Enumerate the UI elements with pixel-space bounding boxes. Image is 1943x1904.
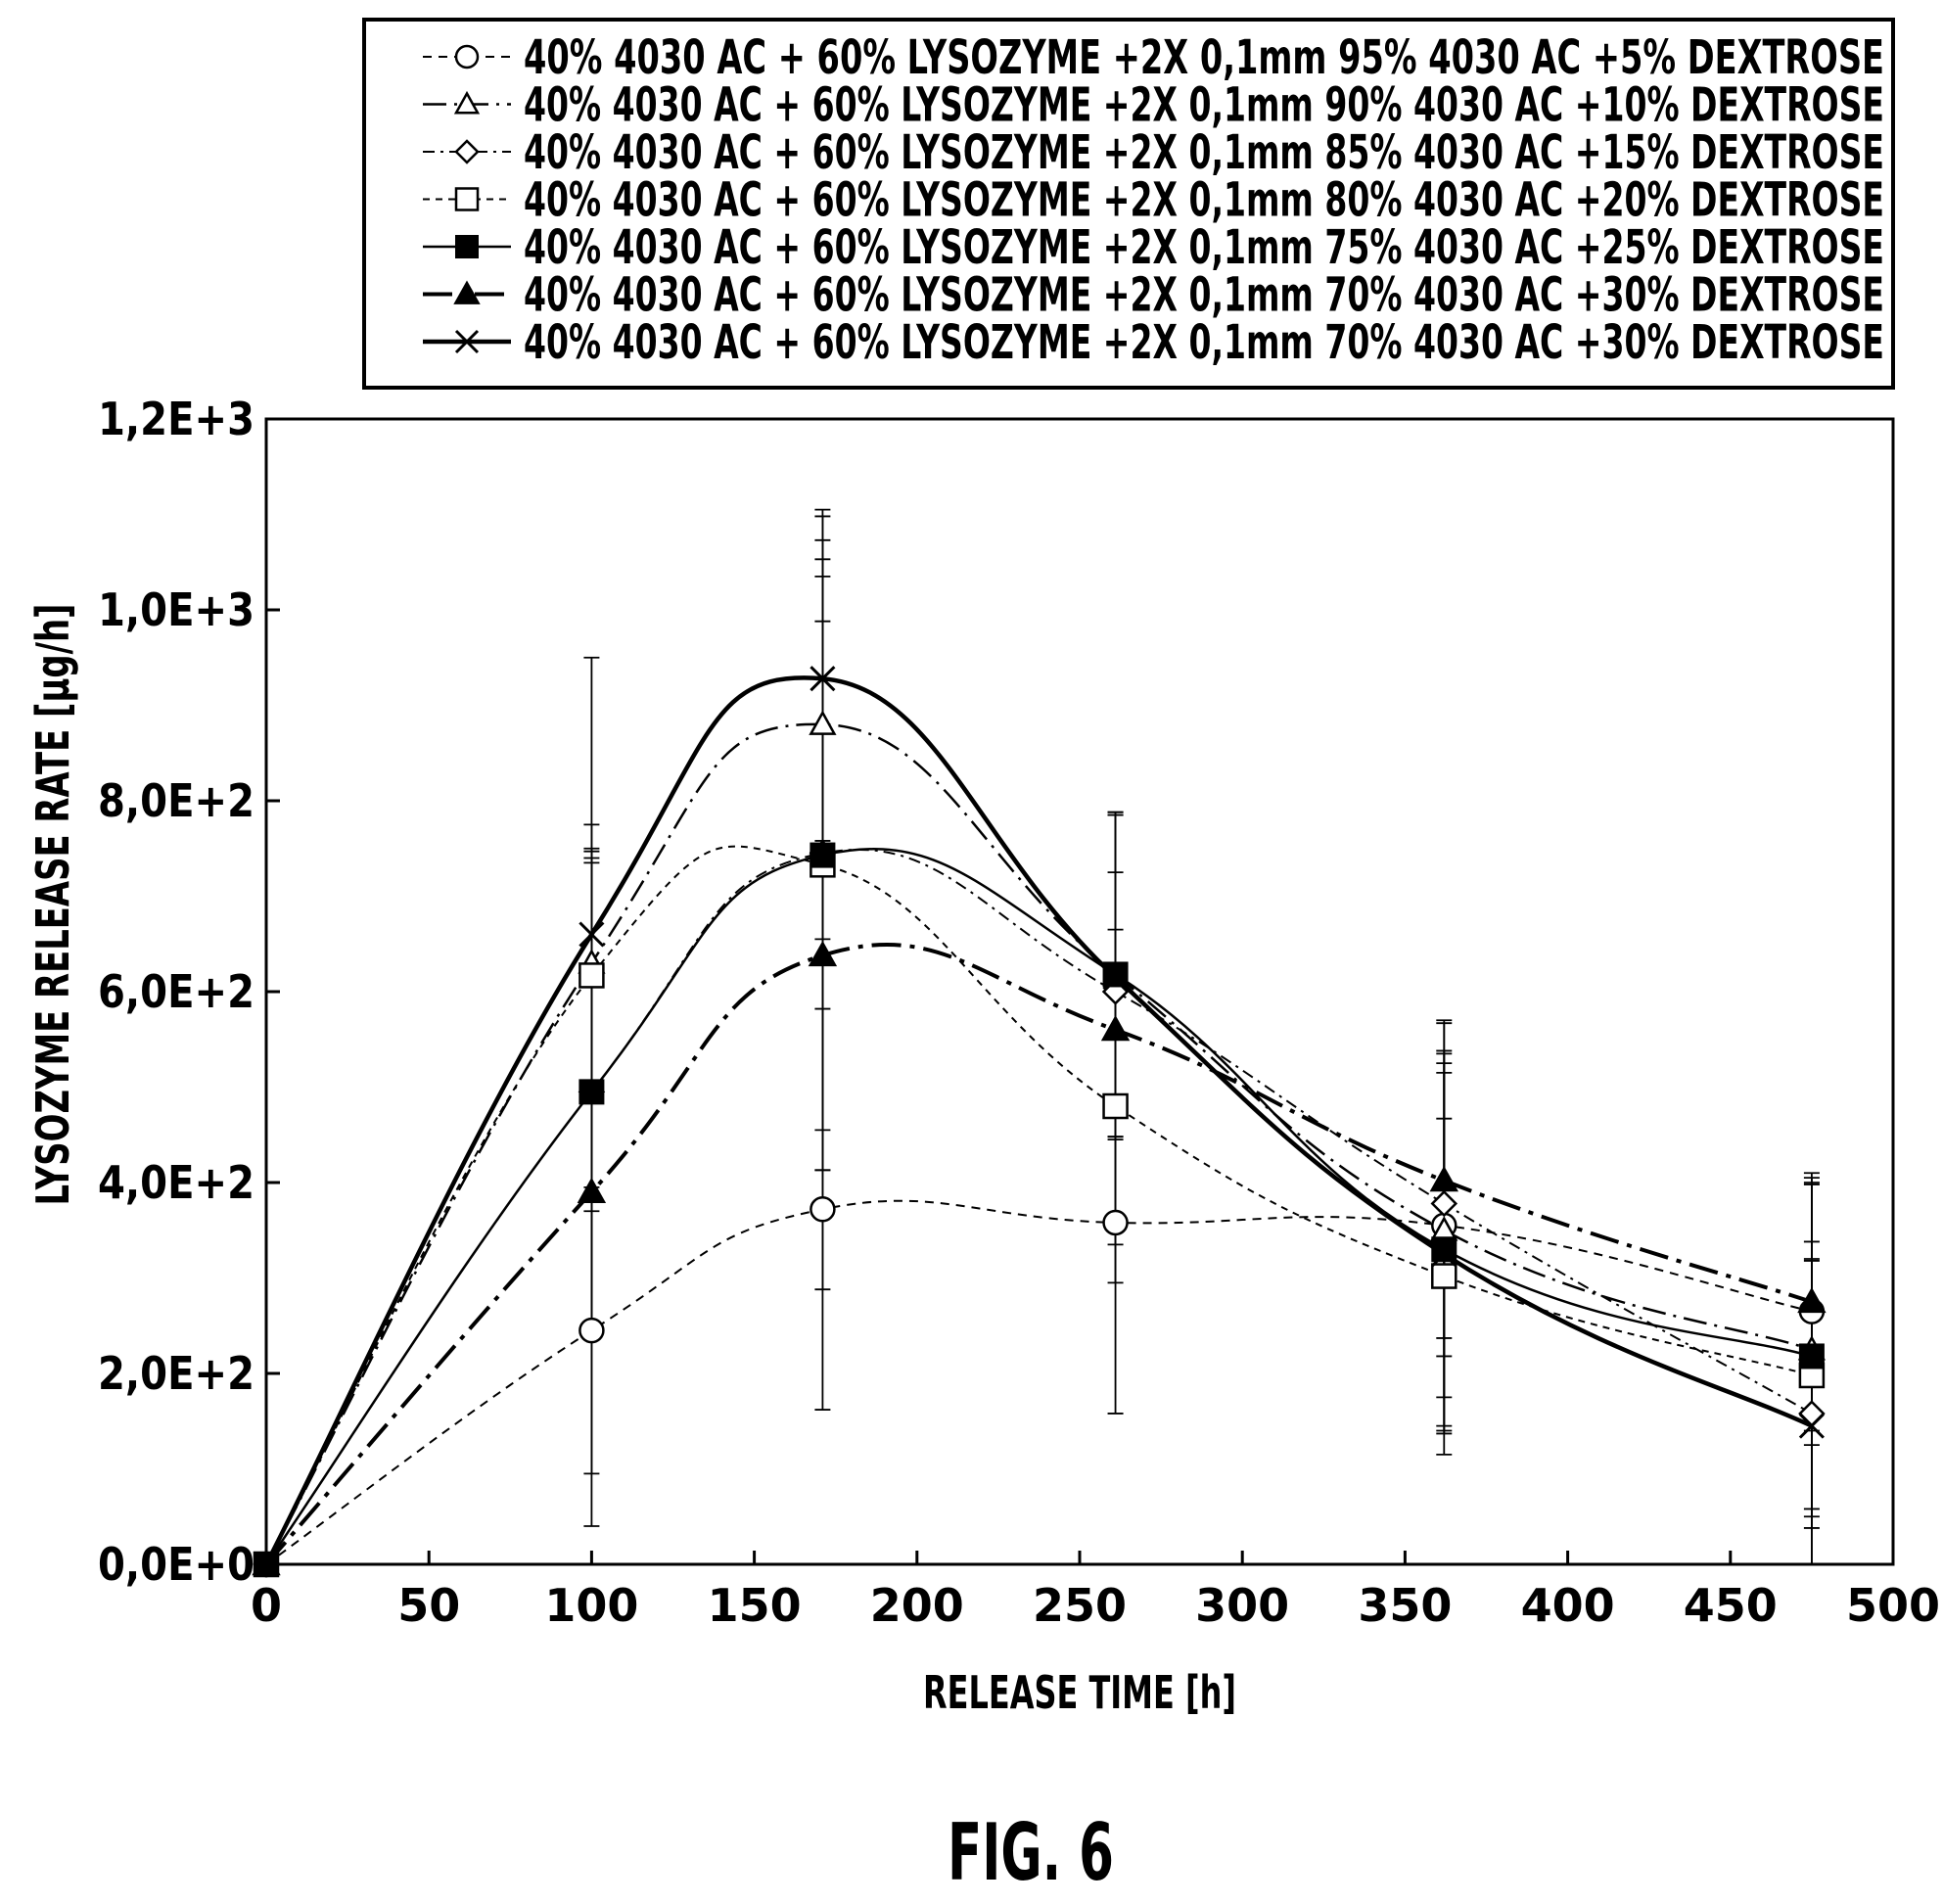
series-5-point (578, 1079, 605, 1105)
x-tick-label: 400 (1521, 1579, 1615, 1632)
series-markers (252, 666, 1827, 1578)
plot-area (264, 417, 1895, 1566)
y-tick-label: 1,0E+3 (98, 583, 254, 636)
series-line-1 (265, 1199, 1813, 1565)
legend-marker (454, 187, 480, 211)
series-7-point (1798, 1413, 1825, 1439)
legend-label: 40% 4030 AC + 60% LYSOZYME +2X 0,1mm 95%… (524, 30, 1884, 85)
y-tick-label: 6,0E+2 (98, 965, 254, 1018)
legend-entry: 40% 4030 AC + 60% LYSOZYME +2X 0,1mm 70%… (423, 315, 1884, 370)
y-axis-title: LYSOZYME RELEASE RATE [μg/h] (26, 604, 79, 1206)
series-6-point (577, 1177, 607, 1203)
series-line-4 (265, 845, 1813, 1565)
legend-box (362, 18, 1895, 390)
series-6-point (1797, 1286, 1827, 1314)
series-4-point (1431, 1263, 1457, 1289)
legend-marker (454, 44, 480, 70)
legend-label: 40% 4030 AC + 60% LYSOZYME +2X 0,1mm 75%… (524, 220, 1884, 275)
series-4-point (578, 962, 605, 989)
error-bars (583, 508, 1820, 1565)
series-5-point (1431, 1236, 1457, 1263)
legend-label: 40% 4030 AC + 60% LYSOZYME +2X 0,1mm 80%… (524, 173, 1884, 228)
legend-entry: 40% 4030 AC + 60% LYSOZYME +2X 0,1mm 90%… (423, 78, 1884, 133)
y-tick-label: 1,2E+3 (98, 393, 254, 445)
series-line-3 (265, 848, 1813, 1565)
series-7-point (253, 1551, 280, 1578)
series-5-point (810, 842, 836, 868)
x-tick-label: 200 (870, 1579, 964, 1632)
series-1-point (1102, 1209, 1129, 1236)
series-7-point (1102, 964, 1129, 991)
x-axis-ticks: 0 50 100 150 200 250 300 350 400 450 500 (251, 1551, 1940, 1632)
legend: 40% 4030 AC + 60% LYSOZYME +2X 0,1mm 95%… (423, 30, 1884, 370)
y-tick-label: 0,0E+0 (98, 1538, 254, 1591)
x-tick-label: 0 (251, 1579, 282, 1632)
series-7-point (1431, 1241, 1457, 1268)
x-axis-title: RELEASE TIME [h] (923, 1666, 1236, 1719)
legend-marker (454, 329, 480, 354)
x-tick-label: 100 (544, 1579, 638, 1632)
x-tick-label: 150 (708, 1579, 802, 1632)
series-1-point (578, 1317, 605, 1344)
x-tick-label: 500 (1846, 1579, 1940, 1632)
figure-label: FIG. 6 (948, 1807, 1114, 1898)
series-7-point (810, 666, 836, 692)
series-1-point (810, 1196, 836, 1223)
series-line-7 (264, 675, 1813, 1566)
y-tick-label: 4,0E+2 (98, 1156, 254, 1209)
x-tick-label: 300 (1195, 1579, 1289, 1632)
legend-marker (453, 90, 481, 115)
legend-entry: 40% 4030 AC + 60% LYSOZYME +2X 0,1mm 70%… (423, 268, 1884, 323)
legend-label: 40% 4030 AC + 60% LYSOZYME +2X 0,1mm 70%… (524, 315, 1884, 370)
legend-entry: 40% 4030 AC + 60% LYSOZYME +2X 0,1mm 85%… (423, 125, 1884, 180)
series-7-point (578, 921, 605, 948)
series-6-point (1429, 1166, 1458, 1192)
y-tick-label: 8,0E+2 (98, 774, 254, 827)
series-6-point (808, 940, 838, 967)
legend-label: 40% 4030 AC + 60% LYSOZYME +2X 0,1mm 85%… (524, 125, 1884, 180)
legend-marker (454, 139, 480, 164)
series-lines (264, 675, 1813, 1566)
series-6-point (1100, 1014, 1131, 1042)
legend-entry: 40% 4030 AC + 60% LYSOZYME +2X 0,1mm 75%… (423, 220, 1884, 275)
x-tick-label: 50 (397, 1579, 460, 1632)
y-axis-ticks: 0,0E+0 2,0E+2 4,0E+2 6,0E+2 8,0E+2 1,0E+3 1,2E… (98, 393, 280, 1591)
series-5-point (1102, 961, 1129, 988)
series-3-point (1430, 1189, 1458, 1218)
series-line-2 (264, 722, 1813, 1565)
y-tick-label: 2,0E+2 (98, 1347, 254, 1400)
legend-marker (453, 280, 481, 304)
legend-label: 40% 4030 AC + 60% LYSOZYME +2X 0,1mm 90%… (524, 78, 1884, 133)
series-line-6 (264, 942, 1813, 1566)
series-line-5 (264, 848, 1813, 1565)
series-5-point (1798, 1343, 1825, 1370)
legend-marker (455, 235, 479, 258)
series-4-point (1102, 1092, 1129, 1120)
x-tick-label: 350 (1358, 1579, 1452, 1632)
legend-label: 40% 4030 AC + 60% LYSOZYME +2X 0,1mm 70%… (524, 268, 1884, 323)
series-2-point (809, 710, 837, 735)
legend-entry: 40% 4030 AC + 60% LYSOZYME +2X 0,1mm 80%… (423, 173, 1884, 228)
legend-entry: 40% 4030 AC + 60% LYSOZYME +2X 0,1mm 95%… (423, 30, 1884, 85)
x-tick-label: 250 (1033, 1579, 1127, 1632)
x-tick-label: 450 (1684, 1579, 1778, 1632)
